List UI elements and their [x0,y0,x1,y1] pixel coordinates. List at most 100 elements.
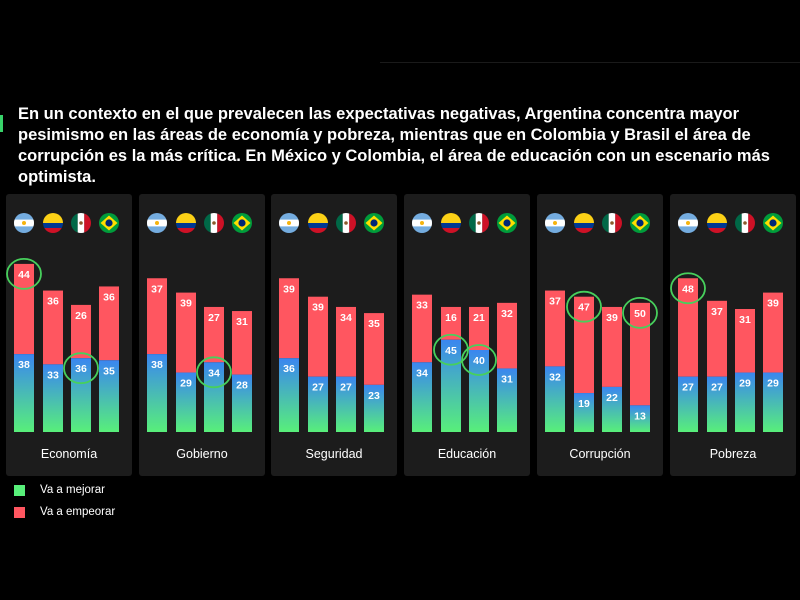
value-label-worsen: 47 [578,302,590,314]
value-label-improve: 40 [473,355,485,367]
value-label-improve: 38 [18,359,30,371]
colombia-flag-icon [176,213,196,233]
value-label-worsen: 50 [634,308,646,320]
legend-swatch-worsen [14,506,25,518]
top-divider [380,62,800,63]
bar-worsen [43,290,63,365]
bar-improve [735,372,755,432]
value-label-improve: 27 [340,382,352,394]
bar-improve [308,376,328,432]
value-label-worsen: 16 [445,312,457,324]
brazil-flag-icon [763,213,783,233]
bar-improve [204,362,224,432]
bar-improve [147,354,167,432]
chart-panel-2: 37 38 39 29 27 34 31 28 Gobierno [139,194,265,476]
bar-worsen [707,300,727,377]
highlight-circle [63,352,99,385]
value-label-improve: 29 [180,378,192,390]
mexico-flag-icon [336,213,356,233]
value-label-worsen: 27 [208,312,220,324]
panel-title: Pobreza [710,447,757,461]
chart-panel-6: 48 27 37 27 31 29 39 29 Pobreza [670,194,796,476]
bar-worsen [336,306,356,377]
bar-improve [441,339,461,432]
bar-worsen [279,278,299,359]
colombia-flag-icon [574,213,594,233]
value-label-worsen: 39 [312,302,324,314]
value-label-improve: 33 [47,369,59,381]
argentina-flag-icon [14,213,34,233]
value-label-improve: 34 [416,367,428,379]
value-label-improve: 36 [283,363,295,375]
brazil-flag-icon [232,213,252,233]
value-label-worsen: 39 [606,312,618,324]
chart-panel-3: 39 36 39 27 34 27 35 23 Seguridad [271,194,397,476]
bar-worsen [497,302,517,369]
brazil-flag-icon [630,213,650,233]
panel-title: Educación [438,447,496,461]
bar-improve [364,384,384,432]
panel-title: Corrupción [569,447,630,461]
bar-worsen [176,292,196,373]
highlight-circle [433,333,469,366]
value-label-improve: 13 [634,410,646,422]
value-label-improve: 27 [312,382,324,394]
argentina-flag-icon [545,213,565,233]
headline-text: En un contexto en el que prevalecen las … [18,105,770,186]
bar-improve [545,366,565,432]
bar-worsen [630,302,650,406]
value-label-worsen: 36 [103,291,115,303]
value-label-improve: 27 [682,382,694,394]
bar-worsen [204,306,224,363]
bar-improve [99,360,119,432]
highlight-circle [670,272,706,305]
legend-item-worsen: Va a empeorar [14,506,115,518]
value-label-improve: 29 [739,378,751,390]
highlight-circle [566,290,602,323]
value-label-worsen: 31 [236,316,248,328]
colombia-flag-icon [441,213,461,233]
value-label-worsen: 39 [180,298,192,310]
value-label-improve: 27 [711,382,723,394]
bar-improve [71,358,91,432]
mexico-flag-icon [469,213,489,233]
panel-title: Gobierno [176,447,227,461]
chart-panel-5: 37 32 47 19 39 22 50 13 Corrupción [537,194,663,476]
value-label-worsen: 36 [47,296,59,308]
value-label-improve: 29 [767,378,779,390]
highlight-circle [196,356,232,389]
bar-worsen [147,278,167,355]
bar-improve [707,376,727,432]
bar-improve [469,350,489,432]
highlight-circle [6,257,42,290]
legend-label-improve: Va a mejorar [40,484,105,496]
bar-improve [43,364,63,432]
value-label-worsen: 39 [767,298,779,310]
bar-worsen [412,294,432,363]
mexico-flag-icon [71,213,91,233]
value-label-improve: 31 [501,373,513,385]
value-label-worsen: 37 [549,296,561,308]
bar-improve [176,372,196,432]
bar-worsen [602,306,622,387]
chart-panel-4: 33 34 16 45 21 40 32 31 Educación [404,194,530,476]
highlight-circle [622,296,658,329]
bar-worsen [763,292,783,373]
argentina-flag-icon [279,213,299,233]
value-label-worsen: 37 [711,306,723,318]
bar-worsen [308,296,328,377]
value-label-worsen: 37 [151,283,163,295]
headline-accent-bar [0,115,3,132]
colombia-flag-icon [308,213,328,233]
value-label-worsen: 33 [416,300,428,312]
bar-improve [602,386,622,432]
mexico-flag-icon [204,213,224,233]
value-label-worsen: 35 [368,318,380,330]
value-label-improve: 36 [75,363,87,375]
bar-improve [497,368,517,432]
bar-improve [630,405,650,432]
value-label-improve: 45 [445,345,457,357]
value-label-improve: 32 [549,371,561,383]
panel-title: Economía [41,447,97,461]
